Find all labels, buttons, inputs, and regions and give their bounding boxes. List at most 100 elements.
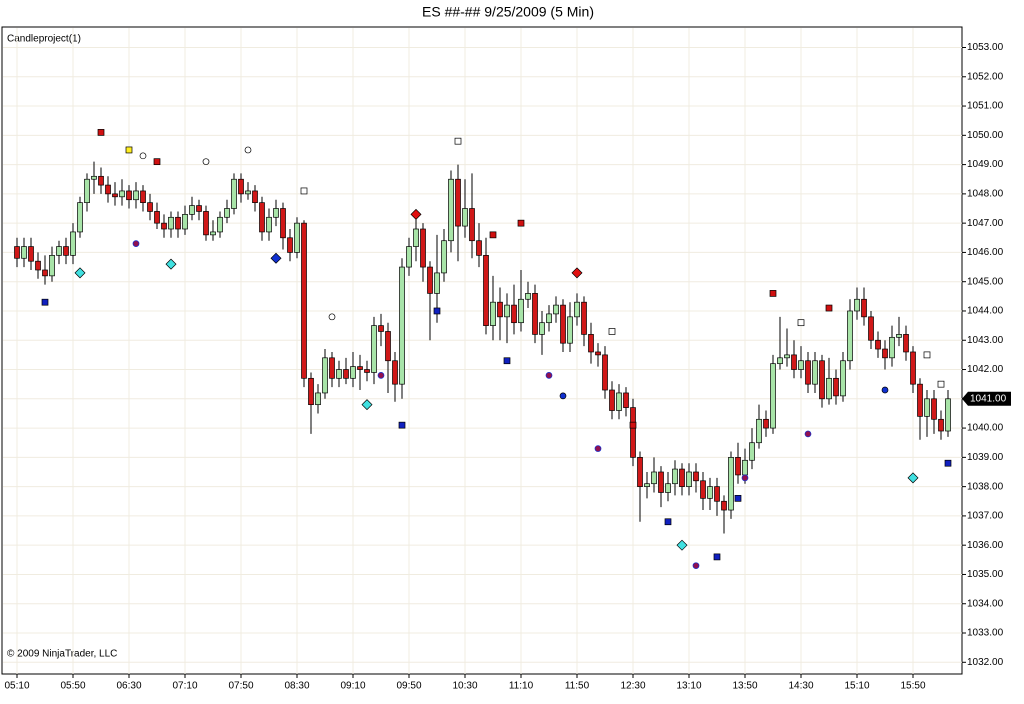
marker-square [398, 421, 406, 429]
candle-body [70, 231, 76, 256]
candle-body [672, 468, 678, 485]
candle-body [28, 246, 34, 262]
candle-body [616, 392, 622, 411]
candle-body [560, 304, 566, 344]
y-tick-label: 1052.00 [967, 71, 1004, 82]
marker-square [300, 187, 308, 195]
candle-body [294, 222, 300, 253]
candle-body [406, 246, 412, 268]
marker-diamond [571, 267, 583, 279]
x-tick-label: 15:50 [900, 681, 925, 692]
candle-body [399, 266, 405, 385]
candle-body [455, 178, 461, 227]
x-tick-label: 11:10 [509, 681, 534, 692]
candle-body [154, 211, 160, 224]
candle-body [371, 325, 377, 373]
candle-body [532, 293, 538, 335]
x-tick-label: 09:10 [340, 681, 365, 692]
marker-diamond [270, 252, 282, 264]
y-tick-label: 1038.00 [967, 481, 1004, 492]
candle-body [721, 500, 727, 511]
candle-body [49, 255, 55, 277]
candle-body [308, 377, 314, 406]
candle-body [861, 298, 867, 318]
y-tick-label: 1049.00 [967, 159, 1004, 170]
candle-body [35, 260, 41, 271]
candle-body [434, 272, 440, 294]
candle-body [581, 301, 587, 335]
candle-body [707, 486, 713, 499]
x-tick-label: 10:30 [452, 681, 477, 692]
candle-body [392, 360, 398, 385]
candle-body [630, 407, 636, 458]
candle-body [217, 216, 223, 233]
candle-body [336, 369, 342, 379]
y-tick-label: 1033.00 [967, 628, 1004, 639]
candle-body [777, 357, 783, 365]
candle-body [889, 336, 895, 359]
candle-body [819, 360, 825, 400]
candle-body [266, 216, 272, 233]
candle-body [574, 301, 580, 318]
marker-circle [132, 240, 140, 247]
candle-body [196, 205, 202, 212]
marker-diamond [74, 267, 86, 279]
candle-body [798, 360, 804, 370]
marker-square [797, 319, 805, 327]
marker-square [41, 298, 49, 306]
candle-body [665, 483, 671, 493]
candle-body [518, 298, 524, 324]
y-tick-label: 1046.00 [967, 247, 1004, 258]
candle-body [350, 366, 356, 379]
marker-circle [804, 430, 812, 438]
marker-diamond [410, 208, 422, 220]
candle-body [238, 178, 244, 195]
marker-circle [545, 372, 553, 379]
marker-square [489, 231, 497, 239]
candle-body [637, 457, 643, 487]
candle-body [364, 369, 370, 373]
candle-body [812, 360, 818, 385]
candle-body [63, 246, 69, 256]
copyright: © 2009 NinjaTrader, LLC [7, 649, 117, 660]
candle-body [945, 398, 951, 432]
x-tick-label: 07:10 [172, 681, 197, 692]
candle-body [903, 334, 909, 353]
candle-body [126, 190, 132, 201]
candle-body [910, 351, 916, 385]
x-tick-label: 08:30 [284, 681, 309, 692]
candle-body [231, 178, 237, 209]
candle-body [497, 301, 503, 318]
candle-body [119, 190, 125, 198]
marker-diamond [907, 472, 919, 484]
x-tick-label: 07:50 [228, 681, 253, 692]
candle-body [728, 457, 734, 511]
candle-body [567, 316, 573, 344]
candle-body [280, 208, 286, 239]
y-tick-label: 1036.00 [967, 540, 1004, 551]
y-tick-label: 1040.00 [967, 423, 1004, 434]
candle-body [168, 216, 174, 230]
y-tick-label: 1037.00 [967, 511, 1004, 522]
candle-body [98, 175, 104, 186]
y-tick-label: 1048.00 [967, 189, 1004, 200]
candle-body [91, 175, 97, 180]
x-tick-label: 13:10 [676, 681, 701, 692]
candle-body [553, 304, 559, 315]
candle-body [742, 459, 748, 476]
candle-body [756, 418, 762, 444]
candle-body [133, 190, 139, 201]
candle-body [112, 193, 118, 198]
candle-body [378, 325, 384, 332]
y-tick-label: 1044.00 [967, 306, 1004, 317]
candle-body [714, 486, 720, 502]
marker-square [937, 380, 945, 388]
marker-diamond [165, 258, 177, 270]
marker-square [664, 518, 672, 526]
chart-title: ES ##-## 9/25/2009 (5 Min) [422, 4, 594, 20]
candle-body [441, 240, 447, 274]
candle-body [420, 228, 426, 268]
marker-square [608, 328, 616, 335]
last-price-label: 1041.00 [970, 393, 1007, 404]
